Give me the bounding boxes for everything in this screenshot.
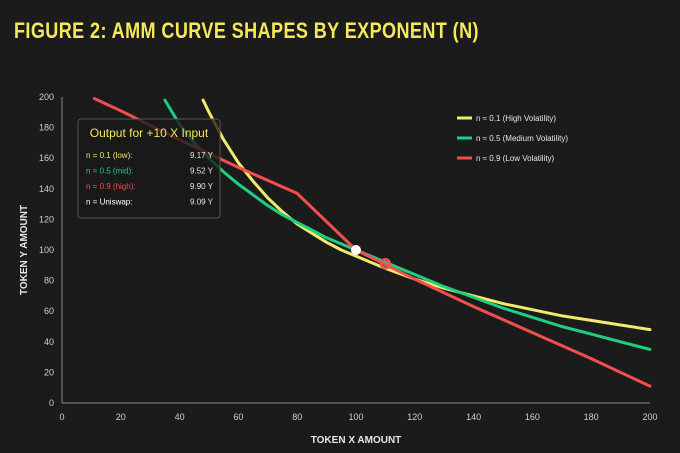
legend-entry: n ≈ 0.1 (High Volatility) bbox=[476, 114, 556, 123]
annotation-box: Output for +10 X Input n = 0.1 (low): 9.17… bbox=[77, 118, 221, 219]
x-tick-label: 160 bbox=[525, 412, 540, 422]
annotation-row-value: 9.17 Y bbox=[190, 151, 214, 160]
y-tick-label: 140 bbox=[39, 184, 54, 194]
y-tick-label: 0 bbox=[49, 398, 54, 408]
x-tick-label: 120 bbox=[407, 412, 422, 422]
legend-entry: n ≈ 0.9 (Low Volatility) bbox=[476, 154, 555, 163]
x-axis-label: TOKEN X AMOUNT bbox=[311, 435, 402, 446]
annotation-box-frame bbox=[77, 118, 221, 219]
annotation-row-value: 9.09 Y bbox=[190, 198, 214, 207]
y-tick-label: 20 bbox=[44, 367, 54, 377]
annotation-row-label: n = 0.5 (mid): bbox=[86, 167, 133, 176]
x-tick-label: 0 bbox=[59, 412, 64, 422]
annotation-row-label: n = 0.9 (high): bbox=[86, 182, 136, 191]
series-line-1 bbox=[201, 98, 652, 332]
y-tick-label: 60 bbox=[44, 306, 54, 316]
annotation-row-label: n = 0.1 (low): bbox=[86, 151, 132, 160]
legend-entry: n ≈ 0.5 (Medium Volatility) bbox=[476, 134, 568, 143]
y-tick-label: 200 bbox=[39, 92, 54, 102]
x-tick-label: 60 bbox=[233, 412, 243, 422]
y-tick-label: 100 bbox=[39, 245, 54, 255]
annotation-title: Output for +10 X Input bbox=[90, 126, 209, 140]
figure-title: FIGURE 2: AMM CURVE SHAPES BY EXPONENT (… bbox=[14, 18, 479, 43]
current-point-marker bbox=[351, 245, 361, 255]
y-tick-label: 160 bbox=[39, 153, 54, 163]
after-trade-point-marker bbox=[379, 258, 392, 270]
x-tick-label: 180 bbox=[584, 412, 599, 422]
point-markers bbox=[351, 245, 392, 270]
y-tick-label: 180 bbox=[39, 123, 54, 133]
x-tick-label: 100 bbox=[348, 412, 363, 422]
y-tick-labels: 0 20 40 60 80 100 120 140 160 180 200 bbox=[39, 92, 54, 408]
y-tick-label: 80 bbox=[44, 276, 54, 286]
legend: n ≈ 0.1 (High Volatility) n ≈ 0.5 (Medium… bbox=[457, 114, 568, 163]
annotation-row-value: 9.90 Y bbox=[190, 182, 214, 191]
y-axis-label: TOKEN Y AMOUNT bbox=[19, 205, 30, 295]
y-tick-label: 120 bbox=[39, 214, 54, 224]
x-tick-label: 20 bbox=[116, 412, 126, 422]
annotation-row-value: 9.52 Y bbox=[190, 167, 214, 176]
series-line-2 bbox=[163, 98, 652, 351]
x-tick-label: 80 bbox=[292, 412, 302, 422]
x-tick-labels: 0 20 40 60 80 100 120 140 160 180 200 bbox=[59, 412, 657, 422]
axes bbox=[61, 97, 650, 404]
x-tick-label: 200 bbox=[642, 412, 657, 422]
x-tick-label: 40 bbox=[175, 412, 185, 422]
x-tick-label: 140 bbox=[466, 412, 481, 422]
y-tick-label: 40 bbox=[44, 337, 54, 347]
annotation-row-label: n = Uniswap: bbox=[86, 198, 132, 207]
